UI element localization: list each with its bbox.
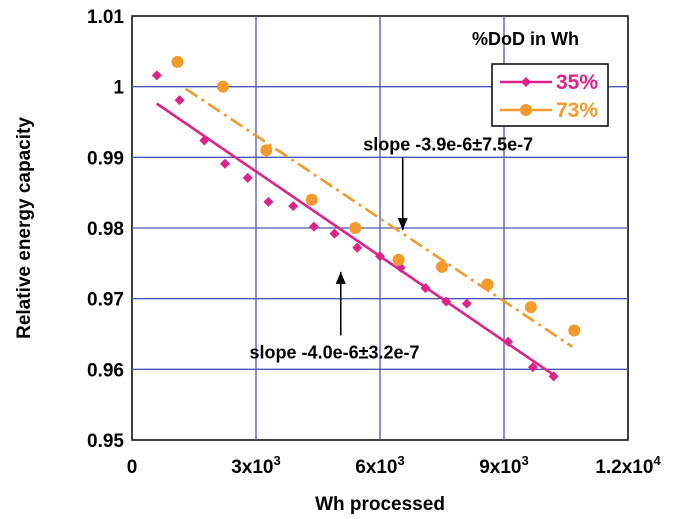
data-point [568,324,581,337]
data-point [171,55,184,68]
data-point [349,222,362,234]
fit-lines [156,87,573,377]
y-axis-title: Relative energy capacity [14,117,35,339]
data-point [242,172,253,183]
data-point [288,201,299,212]
y-tick-label: 0.97 [87,290,124,311]
arrow-head [397,218,408,231]
x-tick-label: 9x103 [479,453,529,478]
y-tick-label: 0.96 [87,360,124,381]
tick-labels: 0.95 0.96 0.97 0.98 0.99 1 1.01 0 3x103 6x103 9x10… [87,7,661,478]
arrow-head [335,271,346,284]
data-point [220,158,230,169]
data-point [151,70,162,81]
annotations: slope -3.9e-6±7.5e-7 slope -4.0e-6±3.2e-7 [250,134,534,362]
y-tick-label: 0.95 [87,431,124,452]
legend-marker [520,104,532,116]
x-axis-title: Wh processed [315,494,445,515]
y-tick-label: 1 [113,78,124,99]
data-point [263,196,274,207]
data-point [461,298,472,309]
legend-label: 73% [556,99,598,122]
data-point [260,144,273,157]
x-tick-label: 1.2x104 [595,453,661,478]
slope-annotation: slope -3.9e-6±7.5e-7 [363,134,533,154]
data-point [308,221,319,232]
data-point [441,296,452,307]
data-point [392,253,405,266]
legend-title: %DoD in Wh [472,29,579,49]
data-point [174,95,185,106]
y-tick-label: 1.01 [87,7,124,28]
slope-annotation: slope -4.0e-6±3.2e-7 [250,343,420,363]
legend-marker [521,77,531,87]
data-point [436,260,448,273]
data-point [216,80,229,93]
y-tick-label: 0.98 [87,219,124,240]
data-point [375,251,385,262]
legend-label: 35% [556,71,598,94]
data-point [420,283,431,294]
y-tick-label: 0.99 [87,148,124,169]
data-point [481,278,494,291]
legend-box [491,63,609,127]
data-point [548,371,559,382]
x-tick-label: 3x103 [231,453,281,478]
x-tick-label: 0 [127,457,138,478]
legend: %DoD in Wh 35% 73% [472,29,609,127]
data-point [524,301,537,314]
data-point [527,362,538,373]
fit-line-0 [156,102,555,377]
data-point [305,193,318,206]
data-points [151,55,581,382]
data-point [329,228,340,239]
data-point [199,135,210,146]
fit-line-1 [185,87,573,348]
data-point [352,242,363,253]
data-point [503,336,514,347]
x-tick-label: 6x103 [355,453,405,478]
